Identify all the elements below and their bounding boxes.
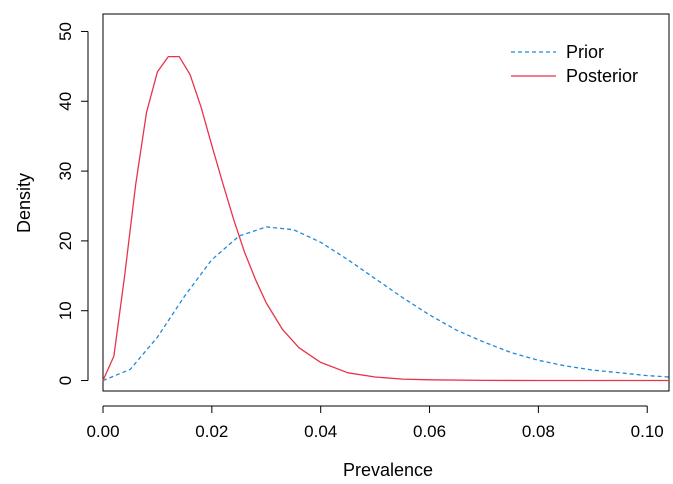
x-tick-label-5: 0.10 [631, 422, 664, 441]
y-tick-label-4: 40 [56, 92, 75, 111]
legend-label-prior: Prior [566, 42, 604, 62]
x-tick-label-3: 0.06 [413, 422, 446, 441]
series-line-prior [102, 226, 670, 382]
x-axis-title: Prevalence [343, 460, 433, 480]
y-tick-label-2: 20 [56, 231, 75, 250]
legend-label-posterior: Posterior [566, 66, 638, 86]
y-tick-label-3: 30 [56, 162, 75, 181]
y-tick-label-0: 0 [56, 376, 75, 385]
y-tick-label-1: 10 [56, 301, 75, 320]
legend: Prior Posterior [511, 42, 638, 86]
y-axis: 0 10 20 30 40 50 [56, 22, 89, 385]
series-line-posterior [102, 55, 669, 382]
x-tick-label-1: 0.02 [195, 422, 228, 441]
x-tick-label-0: 0.00 [86, 422, 119, 441]
plot-frame [102, 13, 670, 392]
x-tick-label-2: 0.04 [304, 422, 337, 441]
y-tick-label-5: 50 [56, 22, 75, 41]
plot-region [102, 13, 670, 392]
y-axis-title: Density [14, 173, 34, 233]
x-axis: 0.00 0.02 0.04 0.06 0.08 0.10 [86, 405, 664, 441]
x-tick-label-4: 0.08 [522, 422, 555, 441]
